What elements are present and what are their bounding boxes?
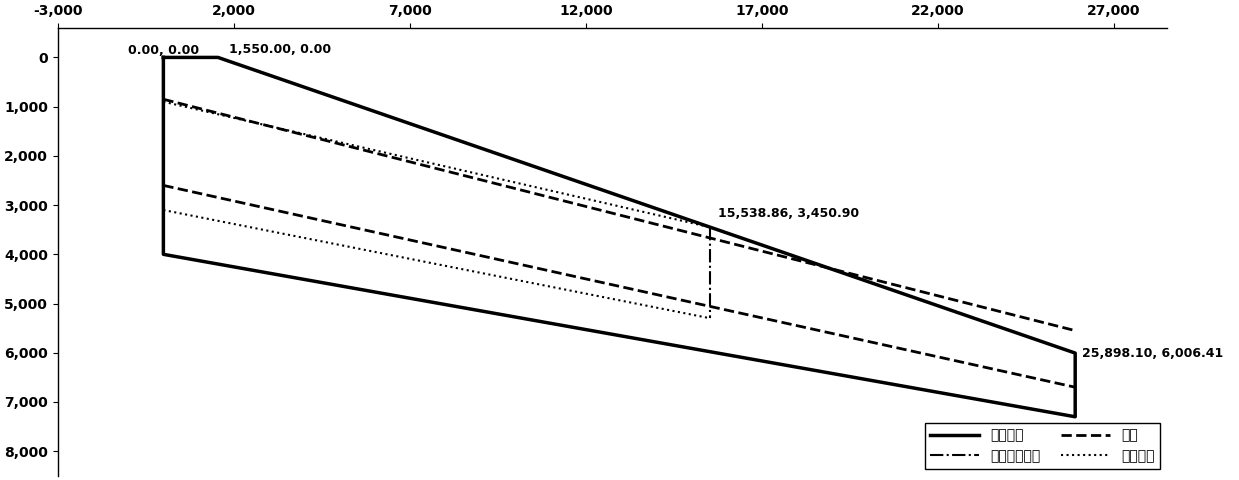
机翼转折截面 xyxy=(703,315,717,321)
Text: 25,898.10, 6,006.41: 25,898.10, 6,006.41 xyxy=(1082,347,1223,360)
Legend: 机翼轮廓, 机翼转折截面, 置梁, 斜撑轮廓: 机翼轮廓, 机翼转折截面, 置梁, 斜撑轮廓 xyxy=(924,423,1160,469)
机翼轮廓 xyxy=(156,55,171,60)
Line: 机翼轮廓: 机翼轮廓 xyxy=(164,58,1075,417)
Text: 1,550.00, 0.00: 1,550.00, 0.00 xyxy=(228,43,331,56)
机翼转折截面 xyxy=(703,225,717,230)
Line: 斜撑轮廓: 斜撑轮廓 xyxy=(164,102,710,228)
机翼轮廓 xyxy=(1068,414,1083,420)
Text: 15,538.86, 3,450.90: 15,538.86, 3,450.90 xyxy=(717,207,859,220)
Text: 0.00, 0.00: 0.00, 0.00 xyxy=(128,45,199,58)
机翼轮廓 xyxy=(211,55,225,60)
斜撑轮廓 xyxy=(156,99,171,105)
斜撑轮廓 xyxy=(703,225,717,230)
机翼轮廓 xyxy=(1068,350,1083,356)
机翼轮廓 xyxy=(156,55,171,60)
机翼轮廓 xyxy=(156,252,171,257)
